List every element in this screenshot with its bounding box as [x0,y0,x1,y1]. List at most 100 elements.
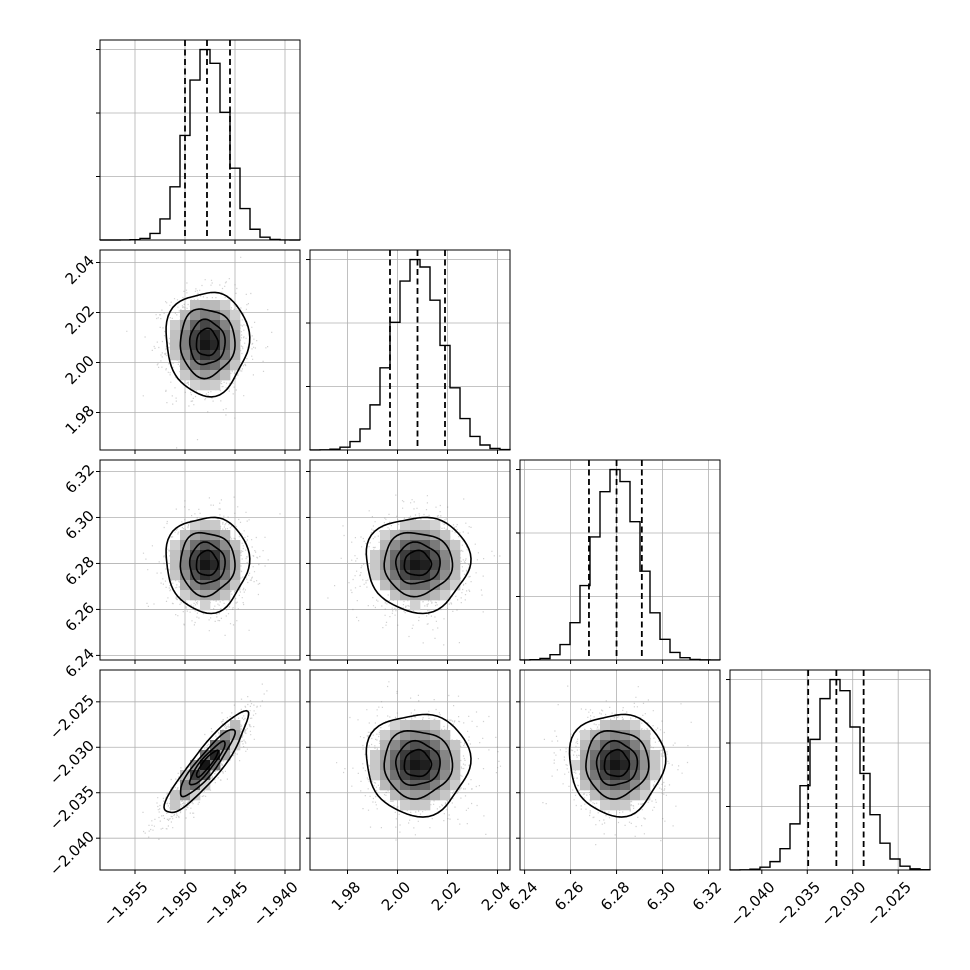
density-cell [410,790,421,801]
contour-0 [568,713,667,818]
density-cell [230,350,241,361]
x-tick-label: −1.940 [250,878,302,930]
density-cell [190,550,201,561]
density-cell [410,740,421,751]
density-cell [590,790,601,801]
density-cell [410,590,421,601]
density-cell [210,550,221,561]
density-cell [440,770,451,781]
density-cell [220,750,231,761]
density-cell [430,770,441,781]
density-cell [410,540,421,551]
density-cell [190,570,201,581]
density-cell [390,530,401,541]
density-cell [410,580,421,591]
density-cell [230,330,241,341]
contour-3 [403,549,433,577]
panel-frame [99,39,301,241]
histogram-step-2 [519,468,721,661]
histogram-step-1 [309,258,511,451]
density-cell [180,560,191,571]
density-cell [600,730,611,741]
density-cell [440,530,451,541]
density-cell [190,520,201,531]
density-cell [430,550,441,561]
density-cell [200,360,211,371]
density-cell [600,790,611,801]
density-cell [220,540,231,551]
density-cell [210,580,221,591]
density-cell [420,760,431,771]
density-cell [210,380,221,391]
panel-frame [519,459,721,661]
density-cell [220,550,231,561]
x-tick-label: 1.98 [328,878,364,914]
density-cell [180,370,191,381]
density-cell [580,730,591,741]
y-tick-label: 6.32 [62,461,98,497]
density-cell [400,730,411,741]
density-cell [630,740,641,751]
density-cell [200,340,211,351]
scatter-panel-2-3 [516,669,721,874]
density-cell [600,720,611,731]
density-cell [450,550,461,561]
density-cell [230,720,241,731]
density-cell [430,750,441,761]
density-cell [590,740,601,751]
contour-0 [165,516,251,615]
density-cell [650,760,661,771]
density-cell [410,560,421,571]
histogram-step-3 [729,678,931,871]
density-cell [590,770,601,781]
density-cell [440,790,451,801]
scatter-points [142,496,281,636]
density-cell [440,750,451,761]
density-cell [370,760,381,771]
density-cell [390,550,401,561]
density-cell [190,580,201,591]
density-cell [200,600,211,611]
density-cell [420,730,431,741]
density-cell [220,570,231,581]
density-cell [580,760,591,771]
panel-frame [519,669,721,871]
y-tick-label: 2.04 [62,252,98,288]
panel-frame [99,459,301,661]
density-cell [170,540,181,551]
density-cell [400,570,411,581]
density-cell [370,750,381,761]
density-cell [620,770,631,781]
density-cell [180,780,191,791]
density-cell [450,580,461,591]
density-cell [200,370,211,381]
x-tick-label: −2.030 [817,878,869,930]
scatter-panel-0-2 [96,459,301,664]
scatter-panel-0-1 [96,249,301,454]
density-cell [200,310,211,321]
density-cell [430,520,441,531]
density-cell [440,780,451,791]
y-tick-label: 1.98 [62,402,98,438]
density-cell [420,570,431,581]
density-cell [200,520,211,531]
density-cell [180,540,191,551]
density-cell [180,320,191,331]
density-cell [390,770,401,781]
density-cell [210,760,221,771]
scatter-panel-1-2 [306,459,511,664]
density-cell [410,520,421,531]
density-cell [190,780,201,791]
panel-frame [99,249,301,451]
panel-frame [729,669,931,871]
density-cell [430,540,441,551]
density-cell [440,760,451,771]
contour-1 [179,728,237,798]
x-tick-label: −2.025 [863,878,915,930]
density-cell [650,750,661,761]
x-tick-label: 6.24 [505,878,541,914]
x-tick-label: −2.040 [727,878,779,930]
density-cell [380,570,391,581]
contour-2 [188,318,226,366]
